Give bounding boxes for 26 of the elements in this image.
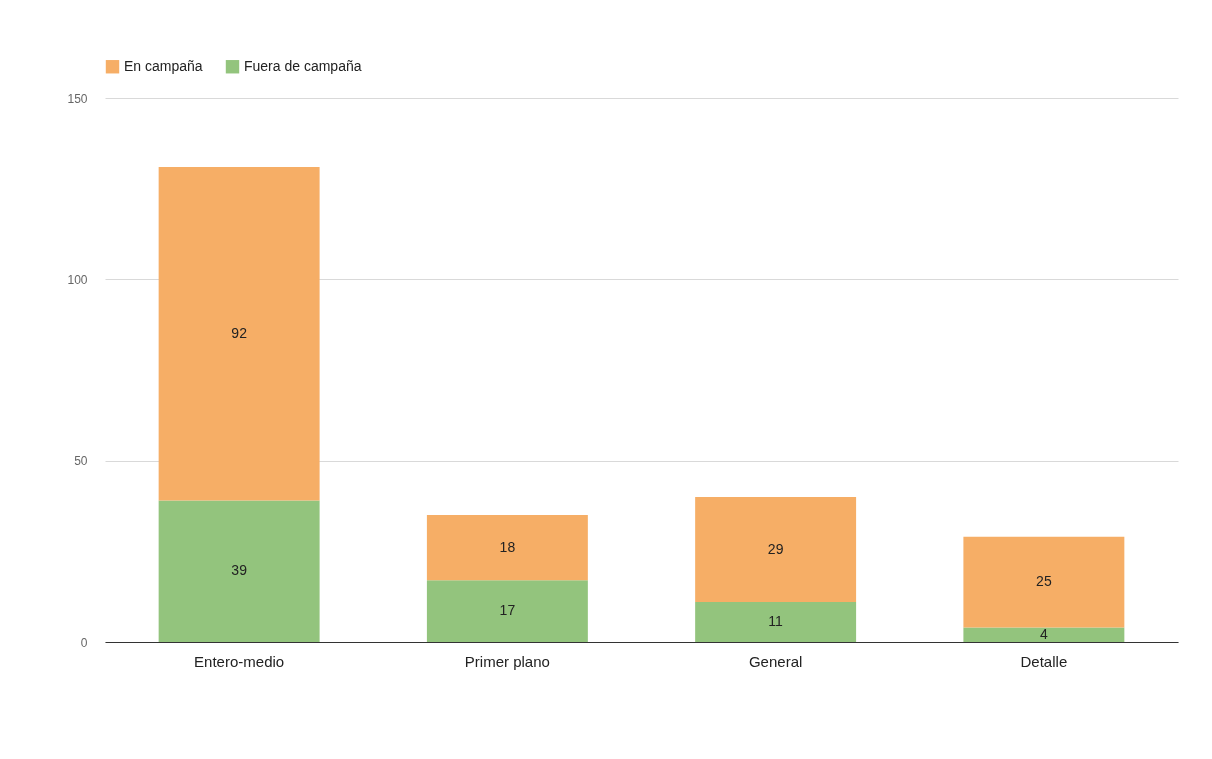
data-label: 17 (499, 602, 516, 619)
bar (158, 500, 320, 642)
data-label: 4 (1039, 625, 1048, 642)
bar (963, 627, 1125, 642)
x-tick-label: General (748, 652, 803, 670)
bar (426, 580, 588, 642)
y-tick-label: 150 (67, 91, 88, 106)
data-label: 25 (1036, 573, 1052, 590)
legend-label: En campaña (124, 57, 203, 74)
x-tick-label: Primer plano (464, 652, 550, 670)
y-tick-label: 100 (67, 272, 88, 287)
bar (158, 166, 320, 501)
data-label: 29 (767, 540, 784, 557)
data-label: 39 (231, 562, 248, 579)
x-tick-label: Detalle (1020, 652, 1068, 670)
data-label: 11 (768, 613, 784, 630)
bar (963, 536, 1125, 628)
x-tick-label: Entero-medio (194, 652, 285, 670)
legend-label: Fuera de campaña (244, 57, 362, 74)
y-tick-label: 0 (80, 635, 88, 650)
data-label: 92 (231, 324, 248, 341)
data-label: 18 (499, 538, 516, 555)
bar (695, 602, 857, 642)
y-tick-label: 50 (74, 454, 88, 469)
bar (695, 496, 857, 603)
bar (426, 515, 588, 581)
